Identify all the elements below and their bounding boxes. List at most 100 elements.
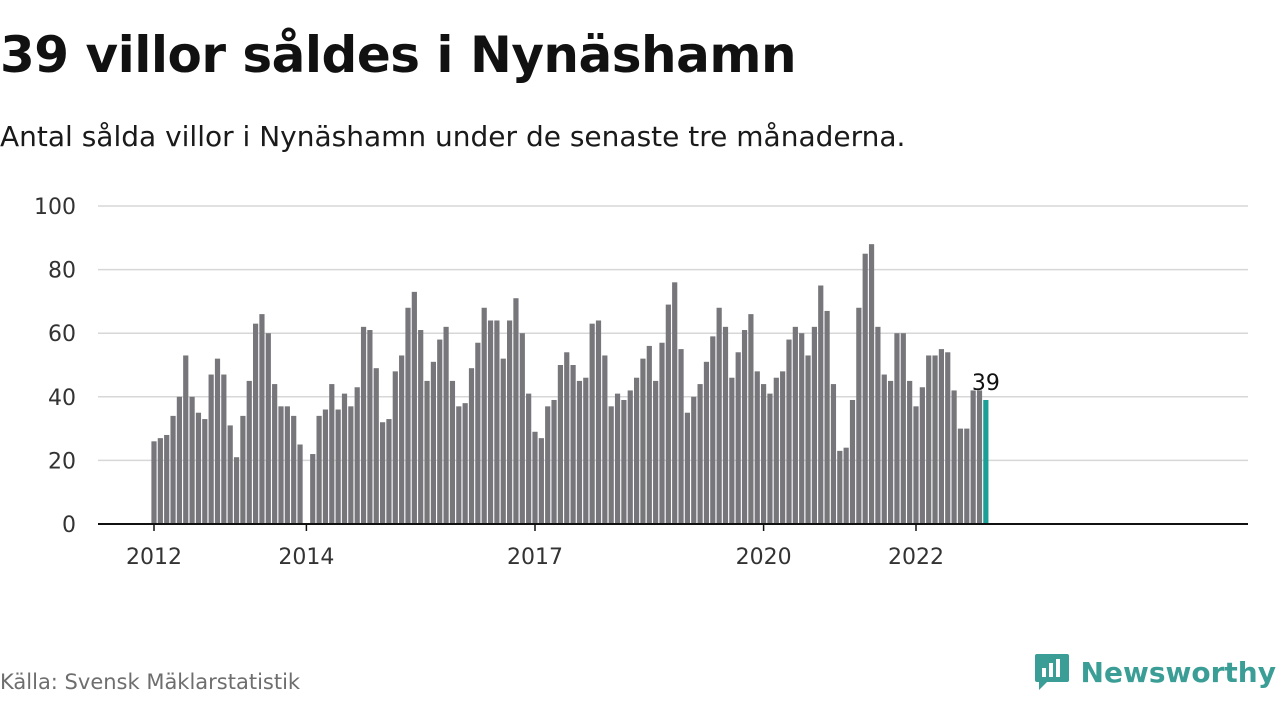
bar xyxy=(259,314,265,524)
y-tick-label: 40 xyxy=(48,386,76,411)
bar xyxy=(621,399,627,524)
bar xyxy=(449,380,456,524)
bar xyxy=(310,454,316,524)
bar xyxy=(170,415,176,524)
bar xyxy=(297,444,303,524)
bar xyxy=(697,384,703,524)
bar xyxy=(157,438,163,524)
bar xyxy=(830,384,837,524)
bar xyxy=(456,406,462,524)
bar xyxy=(462,403,468,524)
bar xyxy=(532,431,538,524)
bar xyxy=(729,377,735,524)
bar xyxy=(843,447,849,524)
bar xyxy=(386,419,392,524)
bar-chart: 0 20 40 60 80 100 2012 2014 2017 2020 2022 39 xyxy=(34,195,1248,570)
bar xyxy=(964,428,970,524)
x-axis: 2012 2014 2017 2020 2022 xyxy=(98,523,1248,570)
bar xyxy=(291,415,297,524)
bar xyxy=(589,323,595,524)
bar xyxy=(246,380,252,524)
bar xyxy=(253,323,259,524)
bar xyxy=(487,320,494,524)
bar xyxy=(214,358,221,524)
bar xyxy=(932,355,938,524)
brand-name: Newsworthy xyxy=(1080,655,1276,689)
x-tick-label: 2012 xyxy=(126,545,182,570)
bar xyxy=(468,368,475,524)
bar xyxy=(976,390,983,524)
bar xyxy=(481,307,487,524)
bar xyxy=(519,333,525,524)
bar-highlight xyxy=(983,399,989,524)
bar xyxy=(900,333,906,524)
bar xyxy=(767,393,773,524)
bar xyxy=(513,298,519,524)
bar xyxy=(741,330,748,524)
bar xyxy=(430,361,436,524)
y-tick-label: 20 xyxy=(48,449,76,474)
bar xyxy=(875,326,881,524)
bar xyxy=(951,390,957,524)
bar xyxy=(640,358,646,524)
bar xyxy=(329,384,335,524)
bar xyxy=(945,352,951,524)
x-tick-label: 2020 xyxy=(736,545,792,570)
bar xyxy=(373,368,379,524)
bar xyxy=(710,336,716,524)
newsworthy-icon xyxy=(1034,654,1069,690)
bar xyxy=(888,380,894,524)
bar xyxy=(538,438,544,524)
bar xyxy=(735,352,741,524)
bar xyxy=(805,355,811,524)
bar xyxy=(392,371,398,524)
bar xyxy=(278,406,284,524)
bar xyxy=(405,307,411,524)
bar xyxy=(151,441,157,524)
bar xyxy=(602,355,608,524)
y-tick-label: 80 xyxy=(48,259,76,284)
bar xyxy=(335,409,341,524)
bar xyxy=(799,333,805,524)
bar xyxy=(164,434,170,524)
bar xyxy=(316,415,322,524)
y-tick-label: 100 xyxy=(34,195,76,220)
bar xyxy=(176,396,182,524)
bar xyxy=(824,310,830,524)
bar xyxy=(183,355,189,524)
bar xyxy=(634,377,640,524)
bar xyxy=(957,428,964,524)
bar xyxy=(614,393,621,524)
bar xyxy=(938,349,944,524)
bar xyxy=(818,285,824,524)
bar xyxy=(221,374,227,524)
bar xyxy=(233,457,240,524)
bar xyxy=(284,406,290,524)
bar xyxy=(240,415,246,524)
bar xyxy=(354,387,360,524)
bar xyxy=(653,380,659,524)
source-note: Källa: Svensk Mäklarstatistik xyxy=(0,670,301,694)
bar xyxy=(583,377,589,524)
bar xyxy=(443,326,449,524)
bar xyxy=(703,361,710,524)
bar xyxy=(500,358,506,524)
bar xyxy=(646,345,652,524)
bar xyxy=(227,425,233,524)
bar xyxy=(380,422,386,524)
bar xyxy=(272,384,278,524)
chart-subtitle: Antal sålda villor i Nynäshamn under de … xyxy=(0,120,906,153)
bar xyxy=(811,326,817,524)
newsworthy-logo[interactable]: Newsworthy xyxy=(1033,652,1276,692)
bar xyxy=(608,406,614,524)
bar xyxy=(907,380,913,524)
bar xyxy=(437,339,443,524)
bar xyxy=(189,396,195,524)
bar xyxy=(551,399,557,524)
bar xyxy=(684,412,690,524)
bar xyxy=(856,307,862,524)
highlight-value-label: 39 xyxy=(972,371,1000,396)
bar xyxy=(862,253,868,524)
bar xyxy=(475,342,481,524)
bar xyxy=(526,393,532,524)
